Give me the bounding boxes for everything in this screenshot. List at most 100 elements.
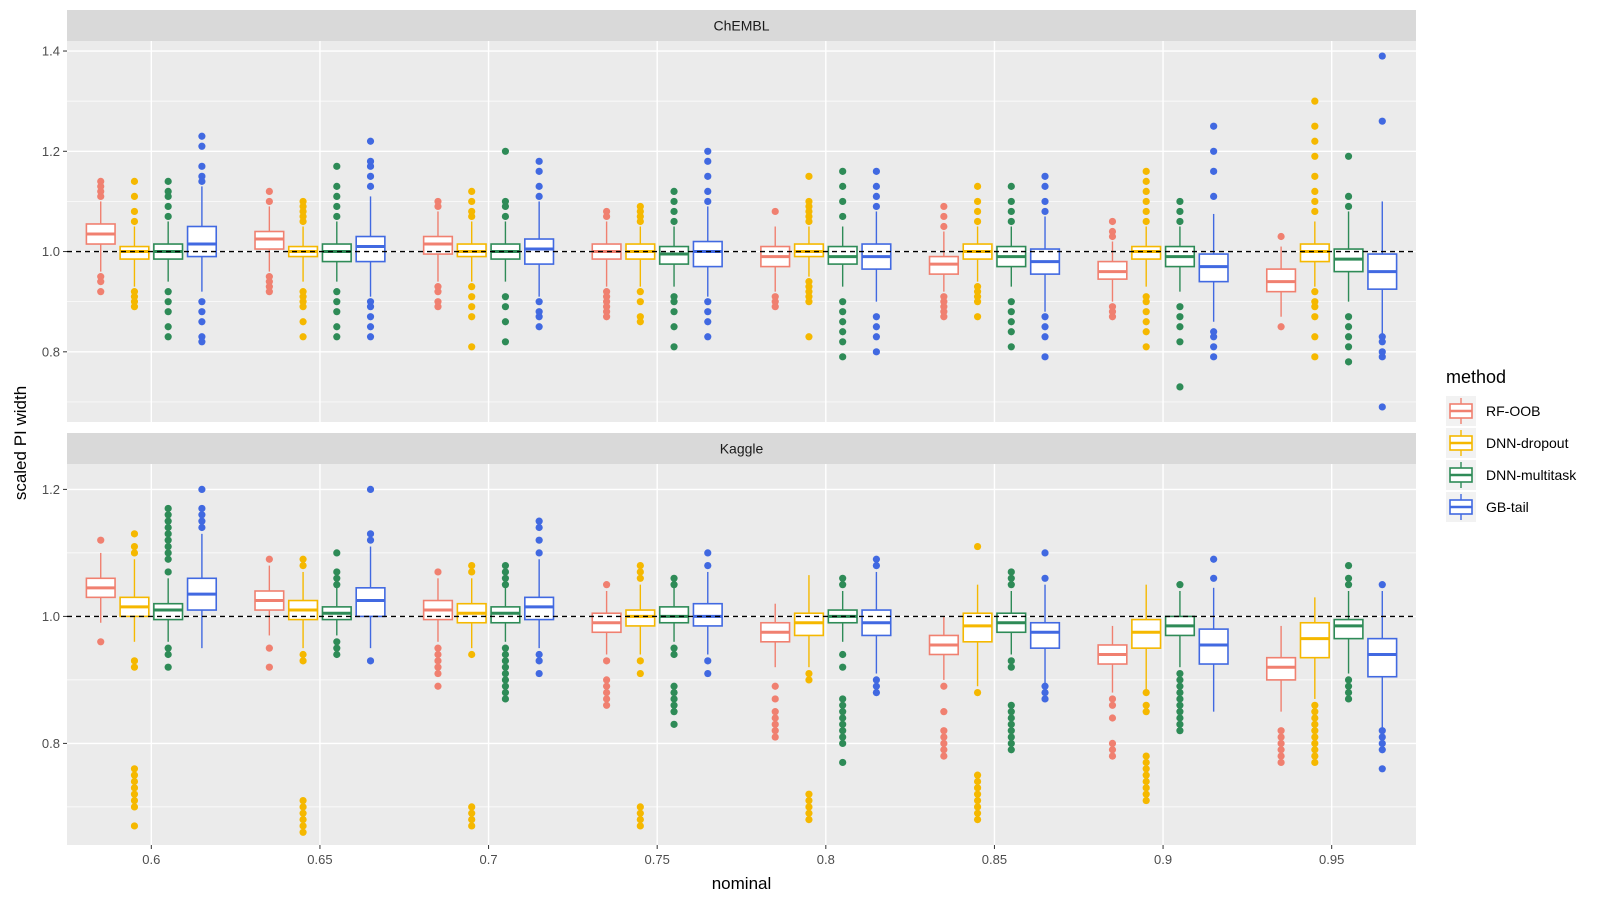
box-dnn-dropout-0-9: [1131, 167, 1162, 351]
x-tick-label: 0.6: [142, 852, 160, 867]
box-rf-oob-0-6: [85, 536, 116, 646]
outlier-point: [130, 192, 139, 201]
outlier-point: [535, 167, 543, 175]
outlier-point: [1210, 333, 1218, 341]
outlier-point: [333, 549, 341, 557]
outlier-point: [1344, 695, 1353, 703]
outlier-point: [1378, 353, 1386, 361]
outlier-point: [670, 207, 678, 216]
outlier-point: [333, 574, 341, 582]
outlier-point: [130, 796, 139, 805]
outlier-point: [434, 663, 442, 671]
box-dnn-dropout-0-75: [625, 202, 656, 326]
outlier-point: [704, 308, 712, 316]
outlier-point: [97, 638, 105, 646]
legend-item-rf-oob: RF-OOB: [1446, 396, 1540, 426]
outlier-point: [805, 197, 813, 206]
box-dnn-dropout-0-9: [1131, 584, 1162, 805]
outlier-point: [366, 137, 375, 145]
box-dnn-dropout-0-8: [793, 575, 825, 824]
series-gb-tail-kaggle: [186, 485, 1398, 773]
panels-layer: ChEMBL 0.8 1.0 1.2 1.4 Kaggle 0.8 1.0 1.2 0.6 0.65…: [42, 10, 1416, 867]
outlier-point: [603, 682, 611, 690]
outlier-point: [501, 293, 510, 301]
outlier-point: [1277, 752, 1285, 760]
outlier-point: [1344, 323, 1353, 331]
outlier-point: [1041, 323, 1049, 331]
box-body: [524, 596, 555, 621]
box-gb-tail-0-85: [1029, 172, 1061, 361]
outlier-point: [636, 318, 644, 326]
outlier-point: [1041, 353, 1049, 361]
outlier-point: [1311, 313, 1319, 321]
outlier-point: [164, 650, 172, 659]
outlier-point: [670, 682, 678, 690]
outlier-point: [164, 298, 172, 306]
outlier-point: [299, 217, 307, 226]
outlier-point: [164, 542, 172, 551]
outlier-point: [1311, 137, 1319, 145]
outlier-point: [468, 197, 476, 206]
outlier-point: [1210, 122, 1218, 130]
outlier-point: [1311, 758, 1319, 767]
outlier-point: [468, 212, 476, 221]
y-tick-label: 1.2: [42, 144, 60, 159]
y-tick-label: 1.0: [42, 609, 60, 624]
outlier-point: [839, 328, 847, 336]
outlier-point: [940, 293, 948, 301]
outlier-point: [1176, 689, 1184, 697]
outlier-point: [1007, 739, 1015, 748]
outlier-point: [299, 809, 307, 817]
box-gb-tail-0-9: [1198, 555, 1229, 712]
outlier-point: [670, 581, 678, 589]
series-dnn-dropout-kaggle: [119, 530, 1330, 836]
outlier-point: [97, 273, 105, 281]
outlier-point: [434, 644, 442, 652]
outlier-point: [771, 207, 779, 216]
outlier-point: [1378, 348, 1386, 356]
outlier-point: [704, 669, 712, 678]
outlier-point: [636, 809, 644, 817]
outlier-point: [1176, 714, 1184, 722]
outlier-point: [130, 298, 139, 306]
outlier-point: [839, 701, 847, 709]
outlier-point: [839, 650, 847, 659]
outlier-point: [704, 657, 712, 665]
outlier-point: [1344, 313, 1353, 321]
outlier-point: [670, 308, 678, 316]
outlier-point: [1041, 574, 1049, 582]
outlier-point: [805, 283, 813, 291]
outlier-point: [1041, 695, 1049, 703]
outlier-point: [535, 523, 543, 532]
y-tick-label: 1.4: [42, 44, 60, 59]
outlier-point: [940, 752, 948, 760]
outlier-point: [299, 288, 307, 296]
outlier-point: [704, 298, 712, 306]
outlier-point: [299, 650, 307, 659]
outlier-point: [805, 333, 813, 341]
outlier-point: [940, 313, 948, 321]
outlier-point: [771, 708, 779, 716]
outlier-point: [130, 657, 139, 665]
box-rf-oob-0-65: [254, 555, 285, 671]
outlier-point: [1007, 318, 1015, 326]
outlier-point: [1277, 733, 1285, 741]
outlier-point: [872, 167, 881, 175]
outlier-point: [973, 816, 982, 824]
outlier-point: [366, 298, 375, 306]
strip-chembl: [67, 10, 1416, 41]
outlier-point: [1142, 790, 1150, 798]
outlier-point: [1176, 701, 1184, 709]
box-gb-tail-0-95: [1367, 52, 1398, 411]
outlier-point: [636, 562, 644, 570]
outlier-point: [434, 298, 442, 306]
box-dnn-multitask-0-95: [1333, 152, 1364, 366]
legend-title: method: [1446, 367, 1506, 387]
outlier-point: [1007, 182, 1015, 190]
outlier-point: [670, 689, 678, 697]
outlier-point: [1176, 197, 1184, 206]
outlier-point: [636, 657, 644, 665]
box-dnn-multitask-0-9: [1164, 581, 1196, 735]
outlier-point: [805, 676, 813, 684]
outlier-point: [198, 132, 206, 140]
